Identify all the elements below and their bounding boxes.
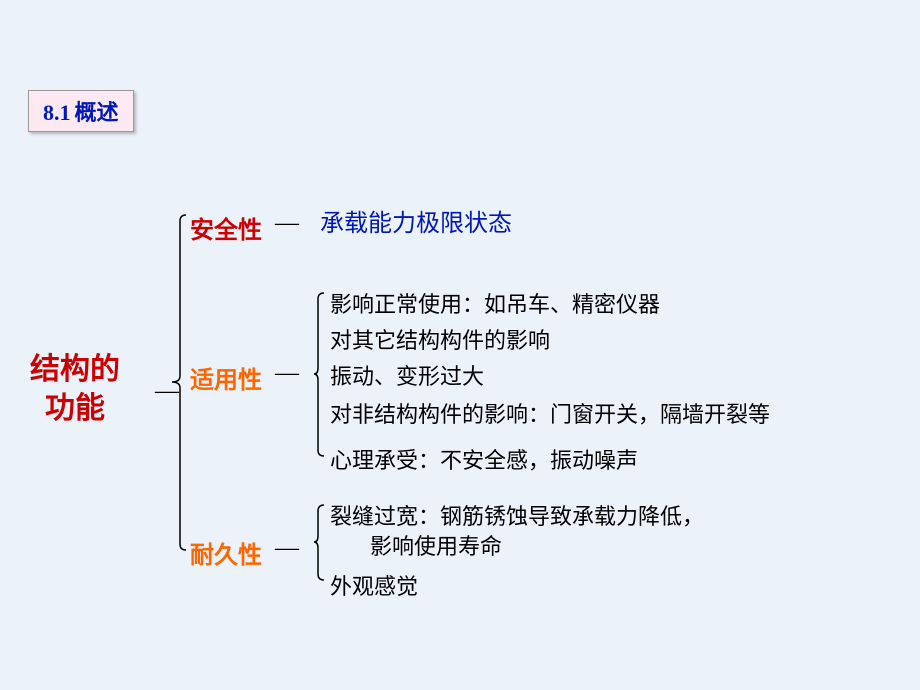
durability-item: 影响使用寿命	[370, 534, 502, 560]
durability-brace	[0, 0, 920, 690]
durability-item: 裂缝过宽：钢筋锈蚀导致承载力降低，	[330, 504, 704, 530]
durability-item: 外观感觉	[330, 574, 418, 600]
